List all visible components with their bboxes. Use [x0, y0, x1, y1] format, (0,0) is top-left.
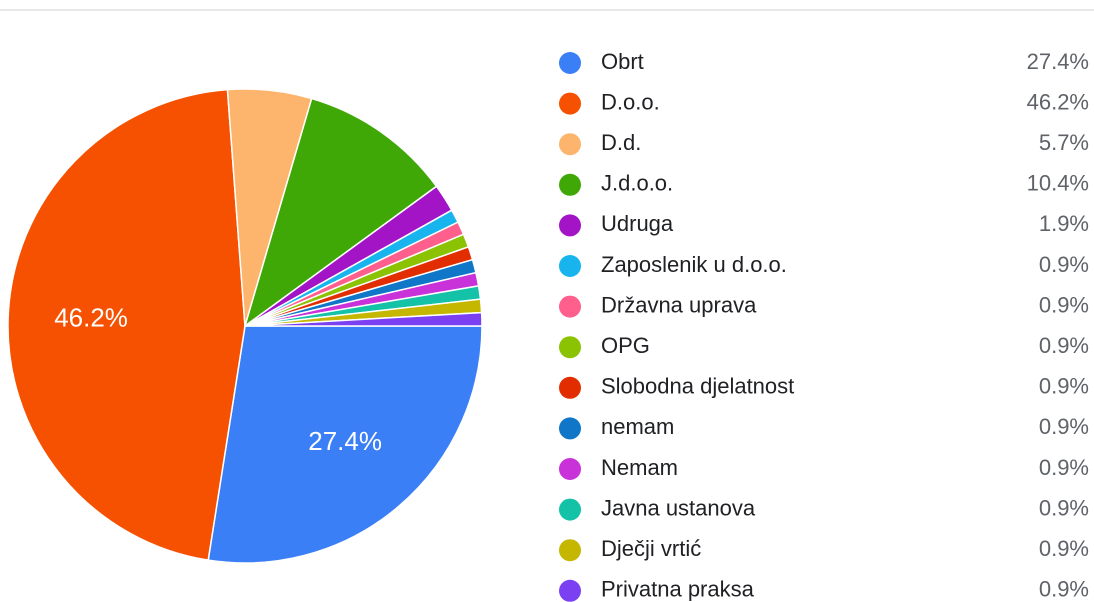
legend-label: Zaposlenik u d.o.o.	[601, 252, 787, 277]
legend-value: 1.9%	[1039, 211, 1089, 236]
legend-value: 0.9%	[1039, 536, 1089, 561]
legend-label: Slobodna djelatnost	[601, 374, 794, 399]
legend-label: J.d.o.o.	[601, 171, 673, 196]
legend-value: 27.4%	[1027, 49, 1089, 74]
legend-swatch	[559, 417, 581, 440]
legend-value: 0.9%	[1039, 577, 1089, 602]
legend-swatch	[559, 498, 581, 521]
pie-slice	[243, 97, 438, 328]
legend-label: Privatna praksa	[601, 577, 755, 602]
legend-label: Dječji vrtić	[601, 536, 701, 561]
legend-label: OPG	[601, 333, 650, 358]
legend-swatch	[559, 52, 581, 74]
legend-value: 0.9%	[1039, 292, 1089, 317]
legend-value: 10.4%	[1027, 171, 1089, 196]
legend-label: Nemam	[601, 455, 678, 480]
legend-value: 5.7%	[1039, 130, 1089, 155]
legend-value: 0.9%	[1039, 495, 1089, 520]
legend-swatch	[559, 295, 581, 318]
slice-label: 27.4%	[308, 426, 382, 456]
pie: 27.4% 46.2%	[7, 88, 483, 564]
legend-swatch	[559, 579, 581, 602]
legend-swatch	[559, 376, 581, 399]
legend-label: Obrt	[601, 49, 644, 74]
slice-label: 46.2%	[54, 303, 128, 333]
legend-swatch	[559, 173, 581, 196]
legend-swatch	[559, 539, 581, 562]
pie-slice	[7, 88, 246, 561]
legend-label: Državna uprava	[601, 292, 757, 317]
pie-slice	[244, 311, 483, 327]
legend-value: 0.9%	[1039, 252, 1089, 277]
legend-swatch	[559, 336, 581, 359]
legend-label: Javna ustanova	[601, 495, 756, 520]
legend-value: 0.9%	[1039, 374, 1089, 399]
legend-value: 0.9%	[1039, 455, 1089, 480]
legend-value: 0.9%	[1039, 333, 1089, 358]
legend-value: 0.9%	[1039, 414, 1089, 439]
legend-swatch	[559, 214, 581, 237]
legend-label: D.d.	[601, 130, 641, 155]
legend-swatch	[559, 255, 581, 277]
legend-label: D.o.o.	[601, 89, 660, 114]
legend-swatch	[559, 133, 581, 156]
legend: Obrt 27.4% D.o.o. 46.2% D.d. 5.7% J.d.o.o. 10.4…	[559, 49, 1089, 602]
legend-swatch	[559, 92, 581, 115]
pie-slice	[207, 325, 483, 564]
legend-value: 46.2%	[1027, 89, 1089, 114]
legend-label: nemam	[601, 414, 674, 439]
legend-label: Udruga	[601, 211, 674, 236]
legend-swatch	[559, 458, 581, 480]
